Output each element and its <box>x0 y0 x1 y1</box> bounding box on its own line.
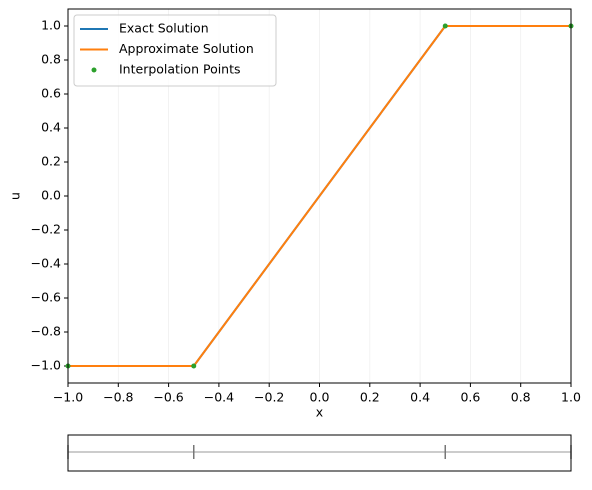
data-point <box>191 363 197 369</box>
data-point <box>442 23 448 29</box>
x-tick-label: −0.8 <box>103 390 133 405</box>
x-tick-label: 0.4 <box>410 390 430 405</box>
y-tick-label: −0.2 <box>31 222 61 237</box>
legend-box <box>73 14 277 87</box>
x-tick-label: 1.0 <box>561 390 581 405</box>
plot-frame <box>67 8 572 384</box>
legend-marker <box>91 67 97 73</box>
y-axis-label: u <box>8 192 23 200</box>
y-tick-label: 0.2 <box>41 154 61 169</box>
legend-label: Approximate Solution <box>119 41 254 56</box>
x-axis-label: x <box>316 405 323 420</box>
legend-label: Interpolation Points <box>119 62 241 77</box>
y-tick-label: −0.6 <box>31 290 61 305</box>
y-tick-label: −1.0 <box>31 358 61 373</box>
x-tick-label: −1.0 <box>53 390 83 405</box>
y-tick-label: 0.6 <box>41 86 61 101</box>
y-tick-label: −0.8 <box>31 324 61 339</box>
x-tick-label: 0.0 <box>310 390 330 405</box>
series-line <box>68 25 571 367</box>
x-tick-label: 0.8 <box>511 390 531 405</box>
strip-frame <box>67 434 572 472</box>
y-tick-label: 0.8 <box>41 52 61 67</box>
x-tick-label: −0.2 <box>254 390 284 405</box>
x-tick-label: −0.6 <box>153 390 183 405</box>
x-tick-label: 0.6 <box>460 390 480 405</box>
legend-label: Exact Solution <box>119 21 209 36</box>
y-tick-label: 0.4 <box>41 120 61 135</box>
x-tick-label: 0.2 <box>360 390 380 405</box>
legend: Exact Solution Approximate Solution Interp… <box>73 14 277 87</box>
y-tick-label: 0.0 <box>41 188 61 203</box>
y-tick-label: −0.4 <box>31 256 61 271</box>
x-tick-label: −0.4 <box>204 390 234 405</box>
y-tick-label: 1.0 <box>41 18 61 33</box>
